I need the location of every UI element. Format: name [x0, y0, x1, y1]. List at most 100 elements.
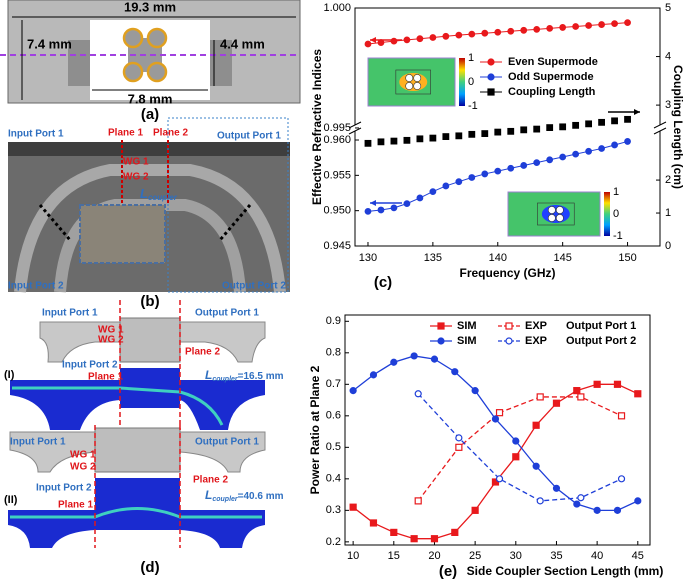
dimension-label: 7.4 mm [27, 36, 72, 51]
marker [585, 120, 593, 128]
plot-frame [344, 314, 651, 546]
marker [559, 153, 567, 161]
marker [369, 371, 378, 379]
y-axis-title: Effective Refractive Indices [310, 49, 324, 205]
marker [573, 500, 581, 508]
panel-label: (e) [439, 563, 457, 580]
port-label: Input Port 2 [8, 281, 64, 292]
axis-arrow-head [370, 200, 376, 206]
marker [442, 32, 450, 40]
marker [487, 73, 495, 81]
marker [617, 475, 626, 483]
coupler-length: =16.5 mm [238, 371, 284, 382]
port-line [38, 204, 72, 241]
device-model [179, 321, 266, 363]
marker [468, 174, 476, 181]
marker [507, 127, 515, 135]
marker [481, 170, 489, 178]
port-box [167, 117, 289, 293]
marker [429, 34, 437, 41]
inset-photo [79, 204, 166, 264]
marker [390, 204, 398, 212]
device-model [39, 321, 121, 363]
marker [512, 453, 520, 461]
inset-wire [413, 82, 422, 90]
marker [468, 130, 476, 138]
marker [481, 29, 489, 37]
marker [455, 31, 463, 39]
x-tick-label: 145 [553, 252, 571, 264]
axis-break-gap [654, 125, 666, 131]
colorbar-tick-label: 1 [468, 52, 474, 64]
marker [442, 182, 450, 190]
series-line [352, 355, 639, 511]
port-label: Output Port 2 [222, 281, 286, 292]
plane-label: Plane 1 [88, 372, 123, 383]
coupler-main: L [205, 488, 212, 502]
marker [390, 137, 398, 145]
marker [495, 409, 504, 417]
marker [552, 484, 561, 492]
coupler-label: Lcoupler=40.6 mm [205, 488, 284, 503]
marker [455, 132, 463, 140]
legend-label: SIM [457, 320, 477, 332]
marker [487, 58, 495, 66]
colorbar-tick-label: 0 [468, 76, 474, 88]
marker [390, 528, 398, 536]
field-map [180, 510, 265, 548]
waveguide-1b [146, 27, 168, 49]
wg-label: WG 2 [98, 335, 124, 346]
y-tick-label: 1.000 [323, 2, 351, 14]
wg-label: WG 1 [70, 450, 96, 461]
legend-label: Even Supermode [508, 56, 598, 68]
legend-group-label: Output Port 1 [566, 320, 636, 332]
colorbar-tick-label: 0 [613, 208, 619, 220]
marker [491, 415, 500, 423]
coupler-model [94, 427, 181, 473]
axis-break [653, 127, 667, 135]
x-tick-label: 25 [469, 550, 481, 562]
marker [546, 156, 554, 164]
marker [634, 390, 642, 398]
marker [533, 125, 541, 133]
wg-label: WG 2 [123, 172, 149, 183]
marker [468, 30, 476, 38]
coupler-main: L [140, 186, 148, 201]
case-label: (II) [4, 494, 18, 506]
colorbar-tick-label: 1 [613, 186, 619, 198]
marker [577, 494, 585, 502]
x-tick-label: 35 [550, 550, 562, 562]
dimension-label: 4.4 mm [220, 36, 265, 51]
marker [377, 138, 385, 146]
plane-label: Plane 2 [185, 347, 220, 358]
marker [585, 147, 593, 155]
field-map [95, 478, 180, 530]
x-axis-title: Side Coupler Section Length (mm) [467, 564, 664, 578]
panel-d: Input Port 1 Output Port 1 WG 1 WG 2 Inp… [4, 300, 284, 576]
port-label: Input Port 2 [62, 360, 118, 371]
x-tick-label: 20 [428, 550, 440, 562]
dimension-label: 19.3 mm [124, 0, 176, 14]
legend-label: EXP [525, 335, 547, 347]
marker [349, 503, 357, 511]
y-tick-label: 0.5 [326, 441, 341, 453]
marker [403, 200, 411, 208]
x-tick-label: 150 [618, 252, 636, 264]
marker [520, 26, 528, 34]
marker [573, 387, 581, 395]
y2-tick-label: 1 [665, 207, 671, 219]
inset-mode [541, 205, 570, 223]
y-tick-label: 0.960 [323, 134, 351, 146]
marker [455, 443, 463, 451]
marker [481, 130, 489, 137]
x-tick-label: 10 [347, 550, 359, 562]
legend-label: SIM [457, 335, 477, 347]
marker [410, 535, 418, 543]
marker [577, 393, 585, 401]
y-tick-label: 0.945 [323, 240, 351, 252]
coupler-main: L [205, 368, 212, 382]
y-tick-label: 0.3 [326, 504, 341, 516]
marker [634, 497, 642, 505]
colorbar-tick-label: -1 [468, 100, 478, 112]
wg-label: WG 1 [123, 157, 149, 168]
